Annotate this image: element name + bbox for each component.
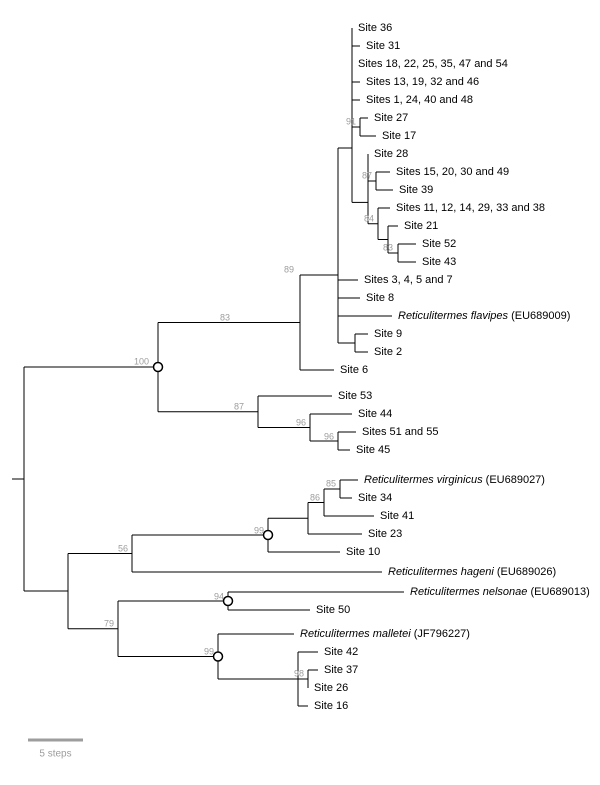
tip-label: Reticulitermes flavipes (EU689009) — [398, 310, 570, 322]
bootstrap-support: 56 — [118, 543, 128, 553]
tip-label: Sites 15, 20, 30 and 49 — [396, 166, 509, 178]
tip-label: Sites 1, 24, 40 and 48 — [366, 94, 473, 106]
phylogenetic-tree: 91 87 84 83 89 83 100 87 96 96 85 86 99 56 94 79 99 98 Si… — [0, 0, 600, 785]
tip-label: Site 42 — [324, 646, 358, 658]
node-marker-layer — [154, 363, 273, 662]
bootstrap-support: 98 — [294, 668, 304, 678]
tip-label: Sites 18, 22, 25, 35, 47 and 54 — [358, 58, 508, 70]
tip-label-layer: Site 36 Site 31 Sites 18, 22, 25, 35, 47 a… — [300, 22, 590, 712]
tip-label: Site 16 — [314, 700, 348, 712]
bootstrap-support: 99 — [204, 646, 214, 656]
tip-label: Site 10 — [346, 546, 380, 558]
tip-label: Sites 11, 12, 14, 29, 33 and 38 — [396, 202, 545, 214]
tip-label: Site 45 — [356, 444, 390, 456]
tip-label: Reticulitermes hageni (EU689026) — [388, 566, 556, 578]
internal-node-marker — [264, 531, 273, 540]
tip-label: Reticulitermes virginicus (EU689027) — [364, 474, 545, 486]
tip-label: Site 50 — [316, 604, 350, 616]
internal-node-marker — [214, 652, 223, 661]
bootstrap-support: 87 — [234, 401, 244, 411]
scale-bar-label: 5 steps — [39, 749, 71, 760]
tip-label: Site 2 — [374, 346, 402, 358]
tip-label: Site 41 — [380, 510, 414, 522]
scale-bar: 5 steps — [28, 740, 83, 760]
tip-label: Site 37 — [324, 664, 358, 676]
tip-label: Site 53 — [338, 390, 372, 402]
bootstrap-support: 96 — [324, 431, 334, 441]
tip-label: Site 8 — [366, 292, 394, 304]
internal-node-marker — [154, 363, 163, 372]
tip-label: Site 44 — [358, 408, 392, 420]
tip-label: Site 6 — [340, 364, 368, 376]
bootstrap-support: 91 — [346, 116, 356, 126]
bootstrap-support: 89 — [284, 264, 294, 274]
tip-label: Sites 51 and 55 — [362, 426, 438, 438]
bootstrap-support: 99 — [254, 525, 264, 535]
bootstrap-support: 100 — [134, 356, 149, 366]
bootstrap-support: 94 — [214, 591, 224, 601]
tip-label: Site 31 — [366, 40, 400, 52]
tip-label: Site 23 — [368, 528, 402, 540]
tip-label: Reticulitermes malletei (JF796227) — [300, 628, 470, 640]
tip-label: Site 26 — [314, 682, 348, 694]
bootstrap-support: 86 — [310, 492, 320, 502]
tip-label: Site 21 — [404, 220, 438, 232]
bootstrap-support: 79 — [104, 618, 114, 628]
tip-label: Site 52 — [422, 238, 456, 250]
tip-label: Site 34 — [358, 492, 392, 504]
bootstrap-support: 83 — [383, 242, 393, 252]
tip-label: Site 27 — [374, 112, 408, 124]
internal-node-marker — [224, 597, 233, 606]
tip-label: Site 39 — [399, 184, 433, 196]
tip-label: Site 28 — [374, 148, 408, 160]
bootstrap-support: 84 — [364, 213, 374, 223]
tip-label: Site 17 — [382, 130, 416, 142]
tip-label: Site 9 — [374, 328, 402, 340]
tip-label: Site 36 — [358, 22, 392, 34]
tip-label: Sites 13, 19, 32 and 46 — [366, 76, 479, 88]
bootstrap-support: 85 — [326, 478, 336, 488]
tip-label: Reticulitermes nelsonae (EU689013) — [410, 586, 590, 598]
tip-label: Site 43 — [422, 256, 456, 268]
bootstrap-support: 96 — [296, 417, 306, 427]
bootstrap-support: 87 — [362, 170, 372, 180]
tip-label: Sites 3, 4, 5 and 7 — [364, 274, 453, 286]
bootstrap-support: 83 — [220, 312, 230, 322]
